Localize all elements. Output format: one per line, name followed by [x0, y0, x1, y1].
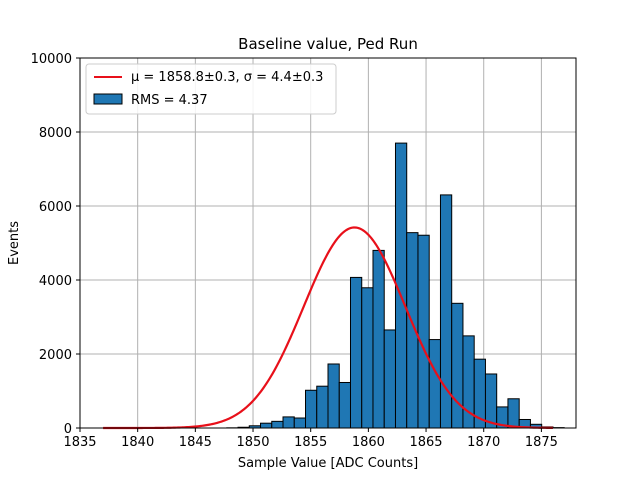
legend-box: [85, 63, 337, 115]
legend-hist-swatch: [93, 93, 123, 105]
y-tick-label: 6000: [39, 200, 72, 215]
histogram-bar: [293, 417, 307, 429]
x-axis: 1835 1840 1845 1850 1855 1860 1865 1870 1875: [63, 428, 558, 450]
y-tick-label: 10000: [31, 52, 72, 67]
histogram-bar: [417, 234, 430, 429]
x-tick-label: 1835: [63, 435, 96, 450]
histogram-bar: [316, 385, 329, 429]
chart-title: Baseline value, Ped Run: [238, 35, 418, 53]
y-axis: 0 2000 4000 6000 8000 10000: [31, 52, 80, 437]
y-tick-label: 0: [64, 422, 72, 437]
histogram-bar: [484, 373, 498, 429]
histogram-bar: [271, 420, 284, 429]
histogram-bar: [305, 389, 318, 429]
histogram-bar: [349, 276, 363, 429]
grid-lines: [79, 57, 576, 429]
y-tick-label: 8000: [39, 126, 72, 141]
histogram-bar: [260, 422, 273, 429]
histogram-bar: [428, 339, 441, 429]
x-tick-label: 1870: [467, 435, 500, 450]
x-axis-label: Sample Value [ADC Counts]: [238, 456, 418, 471]
x-tick-label: 1865: [409, 435, 442, 450]
y-tick-label: 2000: [39, 348, 72, 363]
histogram-bar: [372, 249, 385, 429]
x-tick-label: 1850: [236, 435, 269, 450]
legend: μ = 1858.8±0.3, σ = 4.4±0.3 RMS = 4.37: [85, 63, 337, 115]
histogram-bar: [327, 363, 340, 429]
x-tick-label: 1855: [294, 435, 327, 450]
histogram-bar: [507, 398, 520, 429]
x-tick-label: 1840: [121, 435, 154, 450]
y-axis-label: Events: [7, 221, 22, 265]
histogram-bar: [338, 381, 351, 429]
x-tick-label: 1845: [179, 435, 212, 450]
legend-fit-mu: μ = 1858.8±0.3,: [131, 70, 244, 85]
histogram-bar: [361, 287, 374, 429]
plot-frame: [79, 57, 577, 429]
legend-hist-label: RMS = 4.37: [131, 93, 208, 108]
histogram-bar: [451, 302, 464, 429]
x-tick-label: 1875: [525, 435, 558, 450]
legend-fit-sigma: σ = 4.4±0.3: [244, 70, 324, 85]
histogram-bar: [383, 329, 396, 429]
histogram-bar: [282, 416, 295, 429]
legend-fit-label: μ = 1858.8±0.3, σ = 4.4±0.3: [131, 70, 323, 85]
y-tick-label: 4000: [39, 274, 72, 289]
x-tick-label: 1860: [352, 435, 385, 450]
